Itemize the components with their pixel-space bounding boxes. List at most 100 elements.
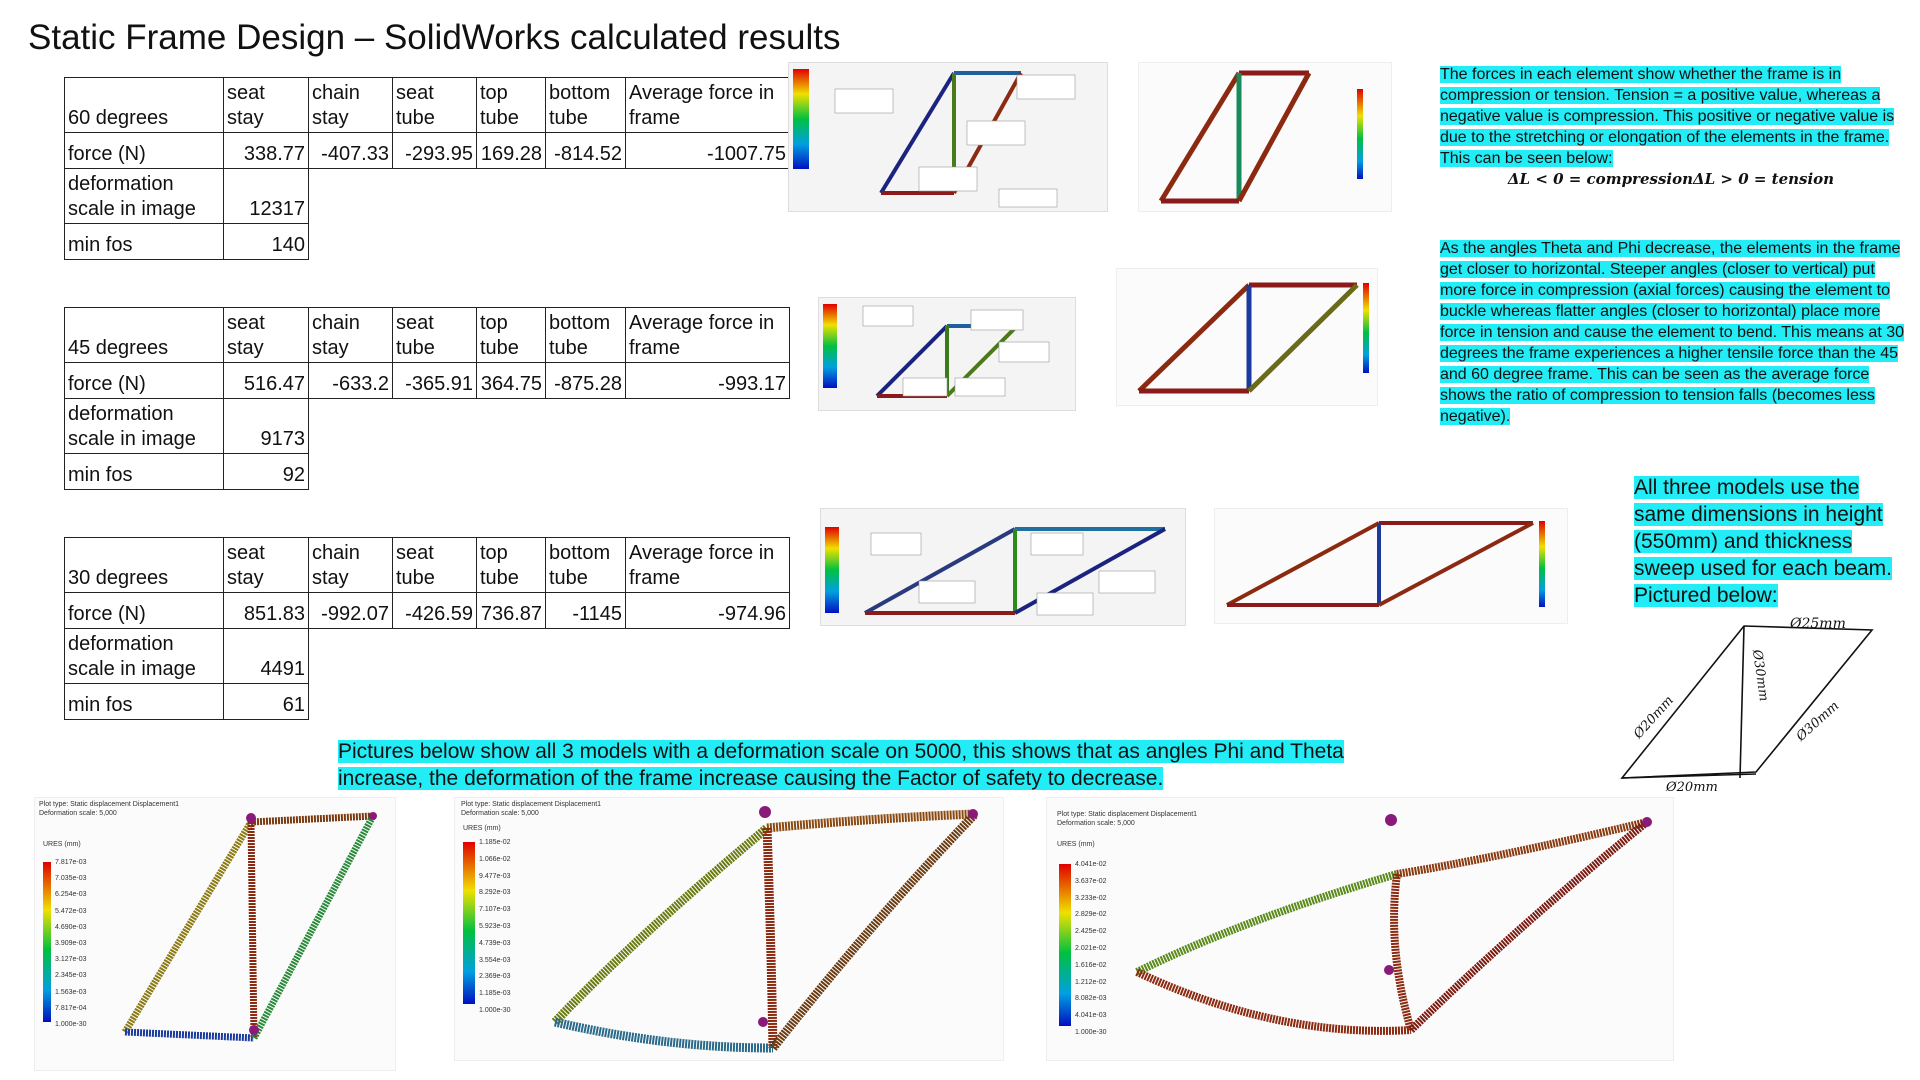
- min-fos-value: 61: [223, 683, 309, 720]
- angle-label: 45 degrees: [64, 307, 224, 363]
- legend-tick-label: 3.554e-03: [479, 956, 511, 964]
- legend-tick-label: 1.000e-30: [1075, 1029, 1107, 1036]
- column-header: chain stay: [308, 537, 393, 593]
- empty-cell: [393, 684, 477, 720]
- deformation-caption-text: Pictures below show all 3 models with a …: [338, 740, 1344, 790]
- column-header: bottom tube: [545, 77, 626, 133]
- results-table-1: 45 degrees seat stay chain stay seat tube to…: [64, 307, 790, 490]
- force-value: 169.28: [476, 132, 546, 169]
- empty-cell: [546, 454, 626, 490]
- empty-cell: [626, 684, 790, 720]
- plot-header: Plot type: Static displacement Displacem…: [1057, 811, 1198, 818]
- empty-cell: [626, 454, 790, 490]
- plot-scale: Deformation scale: 5,000: [39, 810, 117, 817]
- column-header: top tube: [476, 307, 546, 363]
- table-row: deformation scale in image 12317: [64, 168, 790, 224]
- legend-tick-label: 1.000e-30: [479, 1007, 511, 1014]
- empty-cell: [477, 399, 546, 454]
- frame-force-image-45: [1116, 268, 1378, 406]
- plot-unit: URES (mm): [463, 825, 501, 832]
- empty-cell: [546, 629, 626, 684]
- empty-cell: [393, 224, 477, 260]
- legend-tick-label: 1.616e-02: [1075, 961, 1107, 969]
- legend-tick-label: 1.563e-03: [55, 988, 87, 996]
- deformation-caption: Pictures below show all 3 models with a …: [338, 738, 1388, 792]
- frame-force-image-60: [1138, 62, 1392, 212]
- force-value: -992.07: [308, 592, 393, 629]
- legend-tick-label: 7.107e-03: [479, 906, 511, 914]
- column-header: seat stay: [223, 307, 309, 363]
- empty-cell: [309, 454, 393, 490]
- column-header: seat stay: [223, 77, 309, 133]
- table-row: min fos 61: [64, 683, 790, 720]
- legend-tick-label: 5.923e-03: [479, 923, 511, 930]
- force-label: force (N): [64, 592, 224, 629]
- empty-cell: [477, 224, 546, 260]
- empty-cell: [309, 684, 393, 720]
- empty-cell: [477, 169, 546, 224]
- min-fos-value: 140: [223, 223, 309, 260]
- empty-cell: [546, 169, 626, 224]
- forces-explanation: The forces in each element show whether …: [1440, 64, 1902, 190]
- force-value: -814.52: [545, 132, 626, 169]
- empty-cell: [477, 684, 546, 720]
- deformation-plot-45: Plot type: Static displacement Displacem…: [454, 797, 1004, 1061]
- legend-tick-label: 3.909e-03: [55, 940, 87, 947]
- force-label: force (N): [64, 132, 224, 169]
- empty-cell: [546, 684, 626, 720]
- empty-cell: [626, 629, 790, 684]
- column-header: Average force in frame: [625, 537, 790, 593]
- force-value: -1007.75: [625, 132, 790, 169]
- force-value: 338.77: [223, 132, 309, 169]
- column-header: top tube: [476, 77, 546, 133]
- force-value: -426.59: [392, 592, 477, 629]
- legend-tick-label: 2.021e-02: [1075, 945, 1107, 952]
- legend-tick-label: 9.477e-03: [479, 872, 511, 880]
- column-header: seat tube: [392, 307, 477, 363]
- force-value: -407.33: [308, 132, 393, 169]
- deformation-plot-30: Plot type: Static displacement Displacem…: [1046, 797, 1674, 1061]
- legend-tick-label: 1.066e-02: [479, 855, 511, 863]
- deformation-value: 9173: [223, 398, 309, 454]
- force-value: -875.28: [545, 362, 626, 399]
- min-fos-label: min fos: [64, 223, 224, 260]
- empty-cell: [626, 224, 790, 260]
- plot-unit: URES (mm): [1057, 841, 1095, 848]
- legend-tick-label: 4.690e-03: [55, 923, 87, 931]
- table-row: min fos 92: [64, 453, 790, 490]
- plot-scale: Deformation scale: 5,000: [461, 810, 539, 817]
- legend-tick-label: 3.233e-02: [1075, 894, 1107, 902]
- deformation-label: deformation scale in image: [64, 628, 224, 684]
- plot-scale: Deformation scale: 5,000: [1057, 820, 1135, 827]
- page-title: Static Frame Design – SolidWorks calcula…: [28, 18, 841, 57]
- force-value: -633.2: [308, 362, 393, 399]
- frame-force-image-30: [1214, 508, 1568, 624]
- legend-tick-label: 8.292e-03: [479, 889, 511, 897]
- legend-tick-label: 7.035e-03: [55, 875, 87, 883]
- table-row: force (N) 516.47 -633.2 -365.91 364.75 -875.2…: [64, 362, 790, 399]
- force-value: -993.17: [625, 362, 790, 399]
- dimensions-note: All three models use the same dimensions…: [1634, 474, 1900, 609]
- legend-tick-label: 2.425e-02: [1075, 928, 1107, 936]
- results-table-0: 60 degrees seat stay chain stay seat tube to…: [64, 77, 790, 260]
- table-row: min fos 140: [64, 223, 790, 260]
- empty-cell: [393, 399, 477, 454]
- force-value: 851.83: [223, 592, 309, 629]
- table-header-row: 45 degrees seat stay chain stay seat tube to…: [64, 307, 790, 363]
- legend-tick-label: 3.127e-03: [55, 956, 87, 964]
- beam-dimensions-sketch: Ø25mm Ø30mm Ø20mm Ø30mm Ø20mm: [1616, 610, 1884, 800]
- column-header: Average force in frame: [625, 307, 790, 363]
- sketch-label-bottom: Ø20mm: [1666, 780, 1718, 795]
- legend-tick-label: 3.637e-02: [1075, 877, 1107, 885]
- force-value: 736.87: [476, 592, 546, 629]
- empty-cell: [546, 399, 626, 454]
- deformation-label: deformation scale in image: [64, 398, 224, 454]
- empty-cell: [309, 169, 393, 224]
- legend-tick-label: 1.212e-02: [1075, 978, 1107, 986]
- legend-tick-label: 4.041e-02: [1075, 861, 1107, 868]
- table-header-row: 30 degrees seat stay chain stay seat tube to…: [64, 537, 790, 593]
- column-header: chain stay: [308, 77, 393, 133]
- column-header: seat tube: [392, 537, 477, 593]
- table-row: force (N) 338.77 -407.33 -293.95 169.28 -814.…: [64, 132, 790, 169]
- min-fos-value: 92: [223, 453, 309, 490]
